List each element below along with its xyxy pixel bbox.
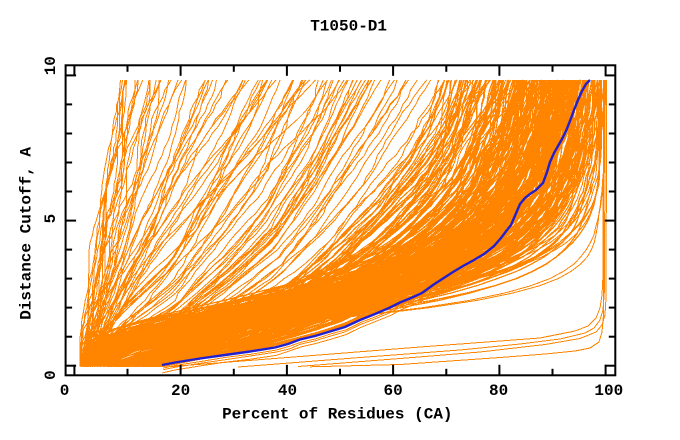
svg-text:0: 0 (60, 382, 70, 400)
svg-text:40: 40 (278, 382, 297, 400)
svg-text:5: 5 (42, 214, 60, 224)
svg-text:20: 20 (171, 382, 190, 400)
svg-text:60: 60 (383, 382, 402, 400)
svg-text:0: 0 (42, 370, 60, 380)
svg-text:Percent of Residues (CA): Percent of Residues (CA) (222, 405, 452, 423)
svg-text:Distance Cutoff, A: Distance Cutoff, A (18, 147, 36, 320)
svg-text:100: 100 (594, 382, 623, 400)
svg-text:10: 10 (42, 56, 60, 75)
svg-text:80: 80 (489, 382, 508, 400)
svg-text:T1050-D1: T1050-D1 (310, 18, 387, 36)
